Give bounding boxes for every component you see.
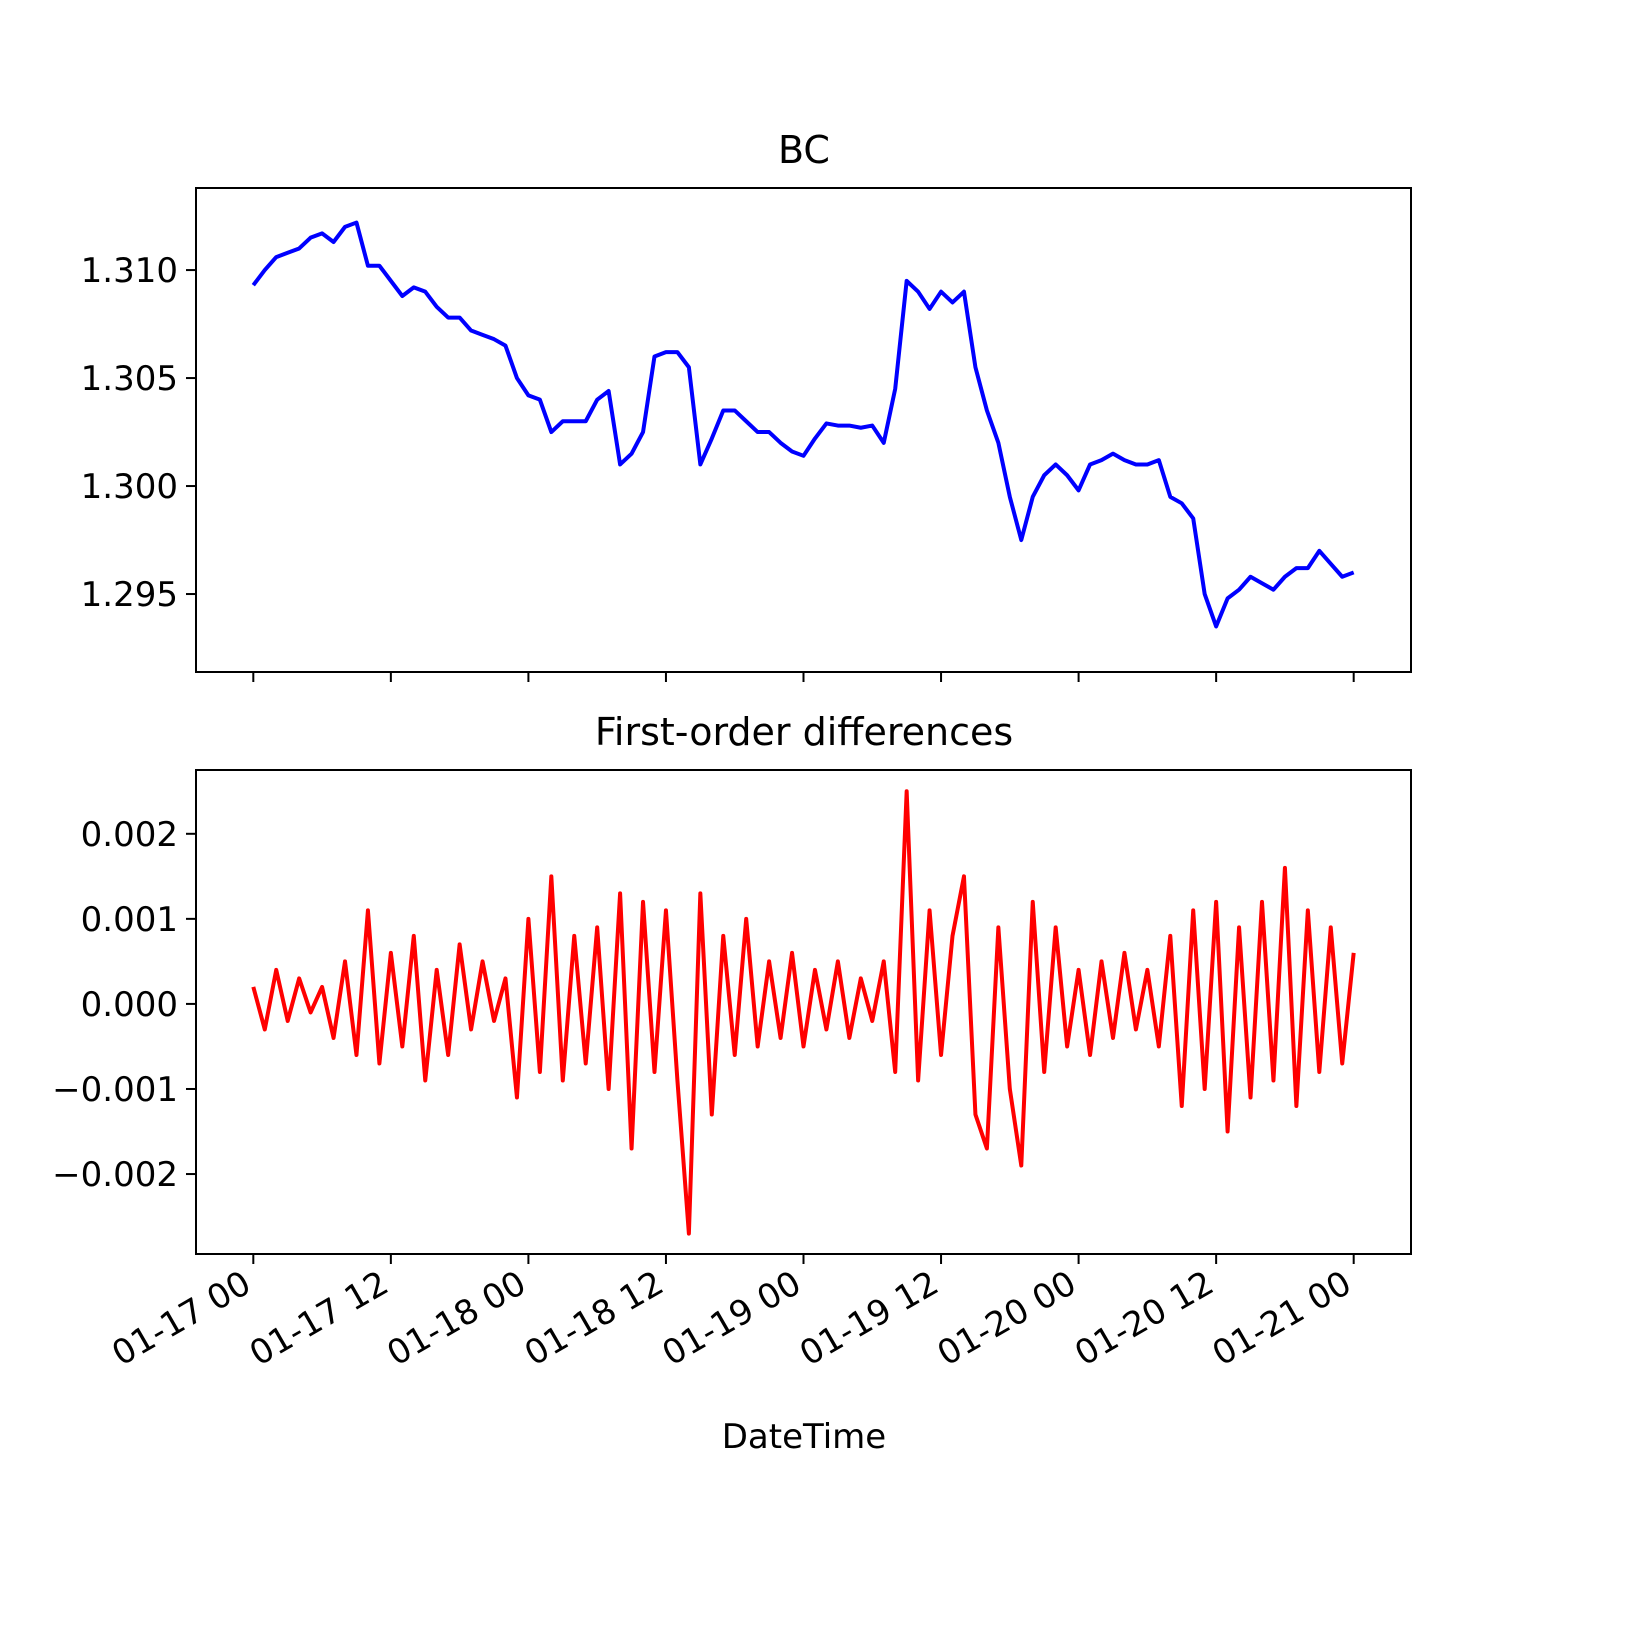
- chart-title: BC: [778, 128, 830, 172]
- y-tick-label: 1.295: [81, 575, 178, 615]
- axes-frame: [195, 187, 1412, 673]
- y-tick-label: 1.305: [81, 359, 178, 399]
- y-tick-label: 0.002: [81, 815, 178, 855]
- data-line: [251, 220, 1355, 629]
- y-tick-label: 1.310: [81, 251, 178, 291]
- x-axis-label: DateTime: [722, 1417, 886, 1457]
- y-tick-label: 1.300: [81, 467, 178, 507]
- y-tick-label: −0.001: [52, 1070, 178, 1110]
- y-tick-label: 0.001: [81, 900, 178, 940]
- axes-frame: [195, 769, 1412, 1255]
- data-line: [251, 789, 1356, 1236]
- chart-title: First-order differences: [595, 710, 1013, 754]
- y-tick-label: −0.002: [52, 1155, 178, 1195]
- y-tick-label: 0.000: [81, 985, 178, 1025]
